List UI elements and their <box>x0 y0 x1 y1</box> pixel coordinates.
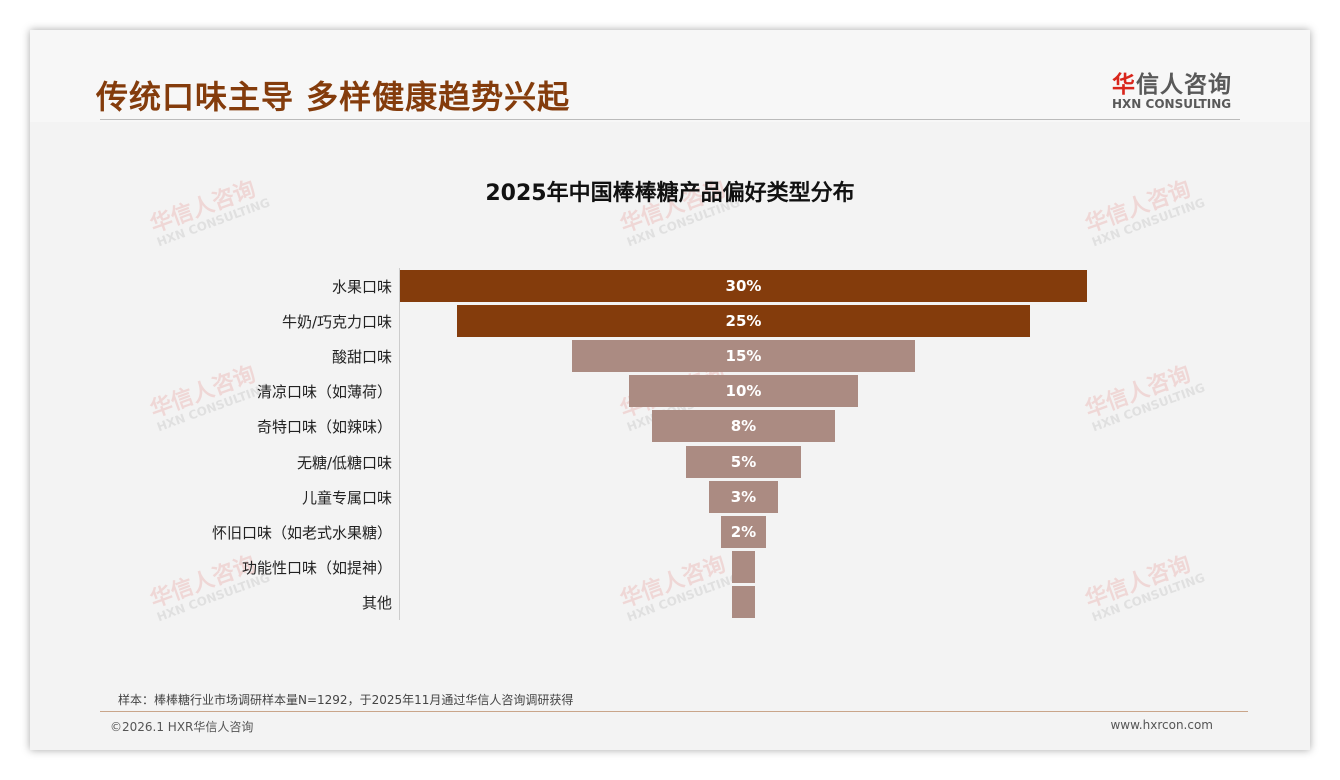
data-label: 3% <box>730 487 757 506</box>
category-label: 牛奶/巧克力口味 <box>281 313 392 332</box>
title-divider <box>100 119 1240 120</box>
slide: 华信人咨询 HXN CONSULTING 华信人咨询 HXN CONSULTING 华信… <box>30 30 1310 750</box>
logo-mark: 华 <box>1112 72 1136 98</box>
data-label: 5% <box>730 452 757 471</box>
data-label: 15% <box>725 347 762 366</box>
footer-divider <box>100 711 1248 712</box>
funnel-bar: 3% <box>709 480 778 513</box>
funnel-bar <box>732 550 755 583</box>
category-axis <box>399 268 400 620</box>
category-label: 功能性口味（如提神） <box>241 558 392 577</box>
category-label: 奇特口味（如辣味） <box>256 418 392 437</box>
category-label: 儿童专属口味 <box>301 488 392 507</box>
category-label: 酸甜口味 <box>331 348 392 367</box>
category-label: 清凉口味（如薄荷） <box>256 383 392 402</box>
funnel-bar: 25% <box>457 305 1030 338</box>
data-label: 10% <box>725 382 762 401</box>
logo-cn-text: 信人咨询 <box>1136 72 1232 98</box>
category-label: 其他 <box>361 593 392 612</box>
chart-title: 2025年中国棒棒糖产品偏好类型分布 <box>485 181 855 206</box>
data-label: 30% <box>725 277 762 295</box>
header <box>30 30 1310 122</box>
category-label: 水果口味 <box>331 278 392 296</box>
sample-note: 样本：棒棒糖行业市场调研样本量N=1292，于2025年11月通过华信人咨询调研… <box>118 693 574 707</box>
website-url: www.hxrcon.com <box>1110 718 1213 732</box>
logo: 华信人咨询 HXN CONSULTING <box>1112 65 1232 111</box>
funnel-bar: 10% <box>629 375 858 408</box>
data-label: 25% <box>725 312 762 331</box>
copyright: ©2026.1 HXR华信人咨询 <box>110 720 254 734</box>
logo-en-text: HXN CONSULTING <box>1112 97 1232 111</box>
funnel-bar: 15% <box>571 340 916 373</box>
funnel-bar <box>732 585 755 618</box>
data-label: 2% <box>730 522 757 541</box>
funnel-bar: 2% <box>720 515 767 548</box>
category-label: 怀旧口味（如老式水果糖） <box>211 523 392 542</box>
funnel-bar: 5% <box>686 445 801 478</box>
funnel-bar: 8% <box>651 410 836 443</box>
page-title: 传统口味主导 多样健康趋势兴起 <box>96 78 571 116</box>
data-label: 8% <box>730 417 757 436</box>
funnel-bar: 30% <box>400 270 1087 302</box>
category-label: 无糖/低糖口味 <box>296 453 392 472</box>
